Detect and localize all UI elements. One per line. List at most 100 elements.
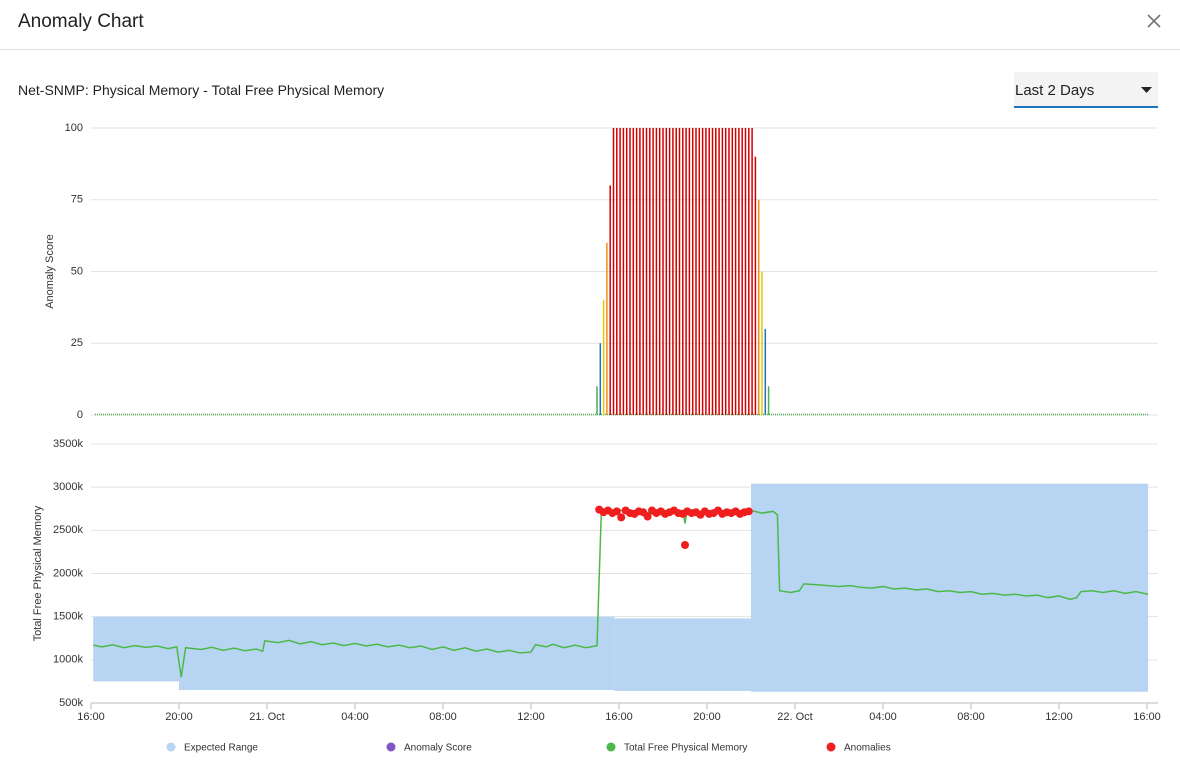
x-tick-label: 08:00 xyxy=(429,711,457,723)
score-bar xyxy=(698,128,701,415)
score-bar xyxy=(754,156,757,415)
legend-label: Expected Range xyxy=(184,743,258,754)
score-bar xyxy=(767,386,770,415)
score-bar xyxy=(662,128,664,415)
y-tick-label: 2000k xyxy=(53,567,83,579)
y-tick-label: 0 xyxy=(77,409,83,421)
score-bar xyxy=(602,300,605,415)
y-tick-label: 75 xyxy=(71,194,83,206)
score-bar xyxy=(734,128,737,415)
anomaly-point xyxy=(612,507,621,516)
score-bar xyxy=(685,128,687,415)
score-bar xyxy=(616,128,618,415)
score-bar xyxy=(625,128,628,415)
score-bar xyxy=(596,386,598,415)
score-bar xyxy=(748,128,750,415)
x-tick-label: 12:00 xyxy=(517,711,545,723)
score-bar xyxy=(718,128,720,415)
legend-label: Anomalies xyxy=(844,743,891,754)
subtitle: Net-SNMP: Physical Memory - Total Free P… xyxy=(18,82,385,98)
dialog-title: Anomaly Chart xyxy=(18,11,144,32)
score-bar xyxy=(612,128,615,415)
x-tick-label: 16:00 xyxy=(1133,711,1161,723)
header: Anomaly Chart xyxy=(0,0,1180,50)
score-bar xyxy=(632,128,635,415)
score-bar xyxy=(731,128,734,415)
score-bar xyxy=(761,271,763,415)
score-bar xyxy=(744,128,747,415)
y-tick-label: 50 xyxy=(71,265,83,277)
score-bar xyxy=(711,128,714,415)
legend-label: Anomaly Score xyxy=(404,743,472,754)
x-tick-label: 20:00 xyxy=(693,711,721,723)
score-bar xyxy=(701,128,704,415)
score-bar xyxy=(751,128,753,415)
score-bar xyxy=(764,328,767,415)
score-bar xyxy=(721,128,724,415)
score-bar xyxy=(609,185,611,415)
score-bar xyxy=(599,343,602,415)
y-tick-label: 500k xyxy=(59,697,83,709)
x-tick-label: 08:00 xyxy=(957,711,985,723)
score-bar xyxy=(668,128,671,415)
x-tick-label: 04:00 xyxy=(869,711,897,723)
x-tick-label: 04:00 xyxy=(341,711,369,723)
score-bar xyxy=(682,128,684,415)
y-tick-label: 25 xyxy=(71,337,83,349)
score-bar xyxy=(691,128,694,415)
score-bar xyxy=(606,242,608,415)
period-dropdown[interactable]: Last 2 Days xyxy=(1014,72,1158,108)
y-tick-label: 100 xyxy=(65,122,83,134)
anomaly-point xyxy=(744,507,753,516)
expected-range xyxy=(751,483,1149,692)
score-bar xyxy=(688,128,691,415)
score-bar xyxy=(635,128,638,415)
score-bar xyxy=(655,128,658,415)
expected-range xyxy=(614,618,751,691)
score-bar xyxy=(741,128,743,415)
score-bar xyxy=(705,128,707,415)
score-bar xyxy=(658,128,661,415)
expected-range xyxy=(179,616,615,691)
anomaly-point xyxy=(617,513,626,522)
score-bar xyxy=(649,128,651,415)
score-bar xyxy=(738,128,740,415)
y-tick-label: 3500k xyxy=(53,438,83,450)
score-bar xyxy=(678,128,681,415)
score-bar xyxy=(708,128,710,415)
y-tick-label: 2500k xyxy=(53,524,83,536)
score-bar xyxy=(622,128,625,415)
x-tick-label: 16:00 xyxy=(605,711,633,723)
score-bar xyxy=(652,128,654,415)
x-tick-label: 16:00 xyxy=(77,711,105,723)
score-bar xyxy=(672,128,674,415)
legend-swatch xyxy=(386,742,396,752)
x-tick-label: 20:00 xyxy=(165,711,193,723)
period-value: Last 2 Days xyxy=(1015,82,1095,99)
score-bar xyxy=(757,199,760,415)
score-bar xyxy=(645,128,648,415)
score-bar xyxy=(639,128,641,415)
x-tick-label: 22. Oct xyxy=(777,711,812,723)
y-axis-title: Anomaly Score xyxy=(44,234,56,309)
y-tick-label: 1500k xyxy=(53,611,83,623)
legend-swatch xyxy=(606,742,616,752)
score-bar xyxy=(728,128,730,415)
dropdown-arrow xyxy=(1141,87,1152,93)
legend-swatch xyxy=(166,742,176,752)
legend-label: Total Free Physical Memory xyxy=(624,743,747,754)
y-tick-label: 3000k xyxy=(53,481,83,493)
anomaly-point xyxy=(681,541,689,550)
x-tick-label: 21. Oct xyxy=(249,711,284,723)
y-axis-title: Total Free Physical Memory xyxy=(32,505,44,641)
score-bar xyxy=(715,128,717,415)
score-bar xyxy=(619,128,621,415)
expected-range xyxy=(93,616,179,682)
legend-swatch xyxy=(826,742,836,752)
score-bar xyxy=(675,128,677,415)
y-tick-label: 1000k xyxy=(53,654,83,666)
close-button[interactable] xyxy=(1147,14,1161,28)
score-bar xyxy=(724,128,727,415)
